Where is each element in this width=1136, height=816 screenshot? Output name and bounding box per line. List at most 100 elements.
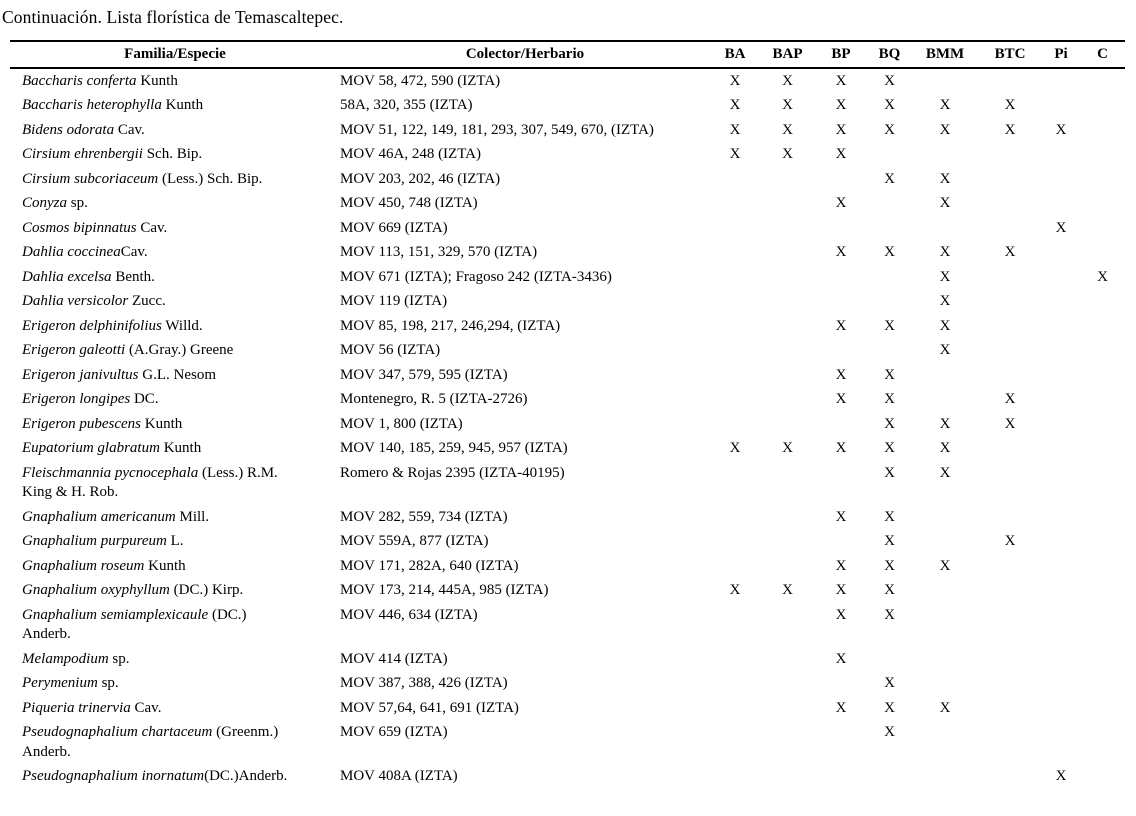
presence-mark-cell: [760, 672, 815, 697]
presence-mark-cell: X: [835, 366, 847, 383]
collector-cell: MOV 387, 388, 426 (IZTA): [340, 675, 508, 691]
presence-mark-cell: [1042, 412, 1080, 437]
presence-mark-cell: X: [782, 97, 793, 113]
header-bq: BQ: [867, 41, 912, 69]
table-row: Baccharis conferta Kunth MOV 58, 472, 590…: [10, 68, 1125, 94]
presence-mark-cell: X: [835, 440, 847, 456]
presence-mark-cell: X: [884, 244, 895, 260]
presence-mark-cell: X: [939, 195, 951, 211]
presence-mark-cell: X: [939, 293, 951, 309]
presence-mark-cell: X: [835, 72, 847, 89]
species-cell: Gnaphalium roseum Kunth: [22, 557, 186, 574]
species-name: Gnaphalium americanum: [22, 508, 176, 525]
species-name: Erigeron pubescens: [22, 415, 142, 432]
presence-mark-cell: X: [782, 440, 793, 456]
presence-mark-cell: [1042, 241, 1080, 266]
species-cell: Conyza sp.: [22, 195, 88, 211]
presence-mark-cell: [760, 696, 815, 721]
presence-mark-cell: [978, 363, 1042, 388]
table-row: Eupatorium glabratum Kunth MOV 140, 185, …: [10, 437, 1125, 462]
collector-cell: MOV 408A (IZTA): [340, 768, 458, 784]
table-header-row: Familia/Especie Colector/Herbario BA BAP…: [10, 41, 1125, 69]
collector-cell: MOV 171, 282A, 640 (IZTA): [340, 557, 519, 574]
presence-mark-cell: [760, 314, 815, 339]
table-row: Erigeron pubescens Kunth MOV 1, 800 (IZTA…: [10, 412, 1125, 437]
table-row: Gnaphalium purpureum L. MOV 559A, 877 (IZ…: [10, 530, 1125, 555]
presence-mark-cell: [1042, 579, 1080, 604]
presence-mark-cell: X: [884, 533, 895, 549]
collector-cell: 58A, 320, 355 (IZTA): [340, 97, 473, 113]
table-row: Gnaphalium roseum Kunth MOV 171, 282A, 64…: [10, 554, 1125, 579]
collector-cell: MOV 56 (IZTA): [340, 342, 441, 358]
presence-mark-cell: X: [939, 97, 951, 113]
presence-mark-cell: [1042, 339, 1080, 364]
presence-mark-cell: [1080, 339, 1125, 364]
presence-mark-cell: [978, 192, 1042, 217]
species-name: Cirsium subcoriaceum: [22, 170, 159, 187]
species-name: Cosmos bipinnatus: [22, 219, 137, 236]
species-name: Dahlia excelsa: [22, 268, 112, 285]
presence-mark-cell: [1042, 314, 1080, 339]
presence-mark-cell: [710, 216, 760, 241]
presence-mark-cell: X: [939, 699, 951, 716]
presence-mark-cell: X: [835, 699, 847, 716]
presence-mark-cell: [1080, 68, 1125, 94]
presence-mark-cell: [978, 554, 1042, 579]
presence-mark-cell: [912, 603, 978, 647]
table-row: Erigeron galeotti (A.Gray.) Greene MOV 56…: [10, 339, 1125, 364]
presence-mark-cell: [760, 530, 815, 555]
species-name: Baccharis conferta: [22, 72, 137, 89]
presence-mark-cell: [710, 363, 760, 388]
presence-mark-cell: [1042, 721, 1080, 765]
table-body: Baccharis conferta Kunth MOV 58, 472, 590…: [10, 68, 1125, 789]
species-name: Erigeron janivultus: [22, 366, 139, 383]
collector-cell: MOV 347, 579, 595 (IZTA): [340, 366, 508, 383]
species-name: Dahlia versicolor: [22, 293, 129, 309]
presence-mark-cell: X: [884, 366, 895, 383]
presence-mark-cell: [978, 579, 1042, 604]
presence-mark-cell: [1080, 388, 1125, 413]
presence-mark-cell: X: [835, 244, 847, 260]
presence-mark-cell: X: [835, 317, 847, 334]
presence-mark-cell: [710, 412, 760, 437]
collector-cell: MOV 85, 198, 217, 246,294, (IZTA): [340, 317, 561, 334]
presence-mark-cell: [815, 265, 867, 290]
presence-mark-cell: X: [835, 606, 847, 623]
table-row: Cosmos bipinnatus Cav. MOV 669 (IZTA) X: [10, 216, 1125, 241]
presence-mark-cell: [1080, 363, 1125, 388]
presence-mark-cell: [710, 461, 760, 505]
presence-mark-cell: [1080, 647, 1125, 672]
presence-mark-cell: [1042, 672, 1080, 697]
presence-mark-cell: [1080, 241, 1125, 266]
species-cell: Gnaphalium americanum Mill.: [22, 508, 210, 525]
floristic-table: Familia/Especie Colector/Herbario BA BAP…: [10, 40, 1125, 789]
presence-mark-cell: [1080, 461, 1125, 505]
presence-mark-cell: [867, 765, 912, 790]
collector-cell: MOV 1, 800 (IZTA): [340, 415, 463, 432]
presence-mark-cell: X: [835, 146, 847, 162]
species-cell: Erigeron longipes DC.: [22, 391, 159, 407]
species-cell: Dahlia versicolor Zucc.: [22, 293, 166, 309]
species-name: Gnaphalium purpureum: [22, 533, 167, 549]
presence-mark-cell: [867, 192, 912, 217]
presence-mark-cell: [760, 363, 815, 388]
presence-mark-cell: [978, 647, 1042, 672]
presence-mark-cell: [1080, 290, 1125, 315]
presence-mark-cell: [978, 339, 1042, 364]
presence-mark-cell: [1080, 192, 1125, 217]
presence-mark-cell: [867, 143, 912, 168]
presence-mark-cell: [1080, 437, 1125, 462]
species-cell: Cosmos bipinnatus Cav.: [22, 219, 168, 236]
presence-mark-cell: [978, 265, 1042, 290]
presence-mark-cell: X: [835, 97, 847, 113]
presence-mark-cell: [978, 765, 1042, 790]
presence-mark-cell: X: [884, 170, 895, 187]
presence-mark-cell: [710, 647, 760, 672]
presence-mark-cell: [710, 167, 760, 192]
presence-mark-cell: [760, 647, 815, 672]
table-row: Piqueria trinervia Cav. MOV 57,64, 641, 6…: [10, 696, 1125, 721]
table-row: Perymenium sp. MOV 387, 388, 426 (IZTA) X: [10, 672, 1125, 697]
presence-mark-cell: [710, 530, 760, 555]
presence-mark-cell: X: [884, 72, 895, 89]
species-cell: Bidens odorata Cav.: [22, 121, 145, 138]
